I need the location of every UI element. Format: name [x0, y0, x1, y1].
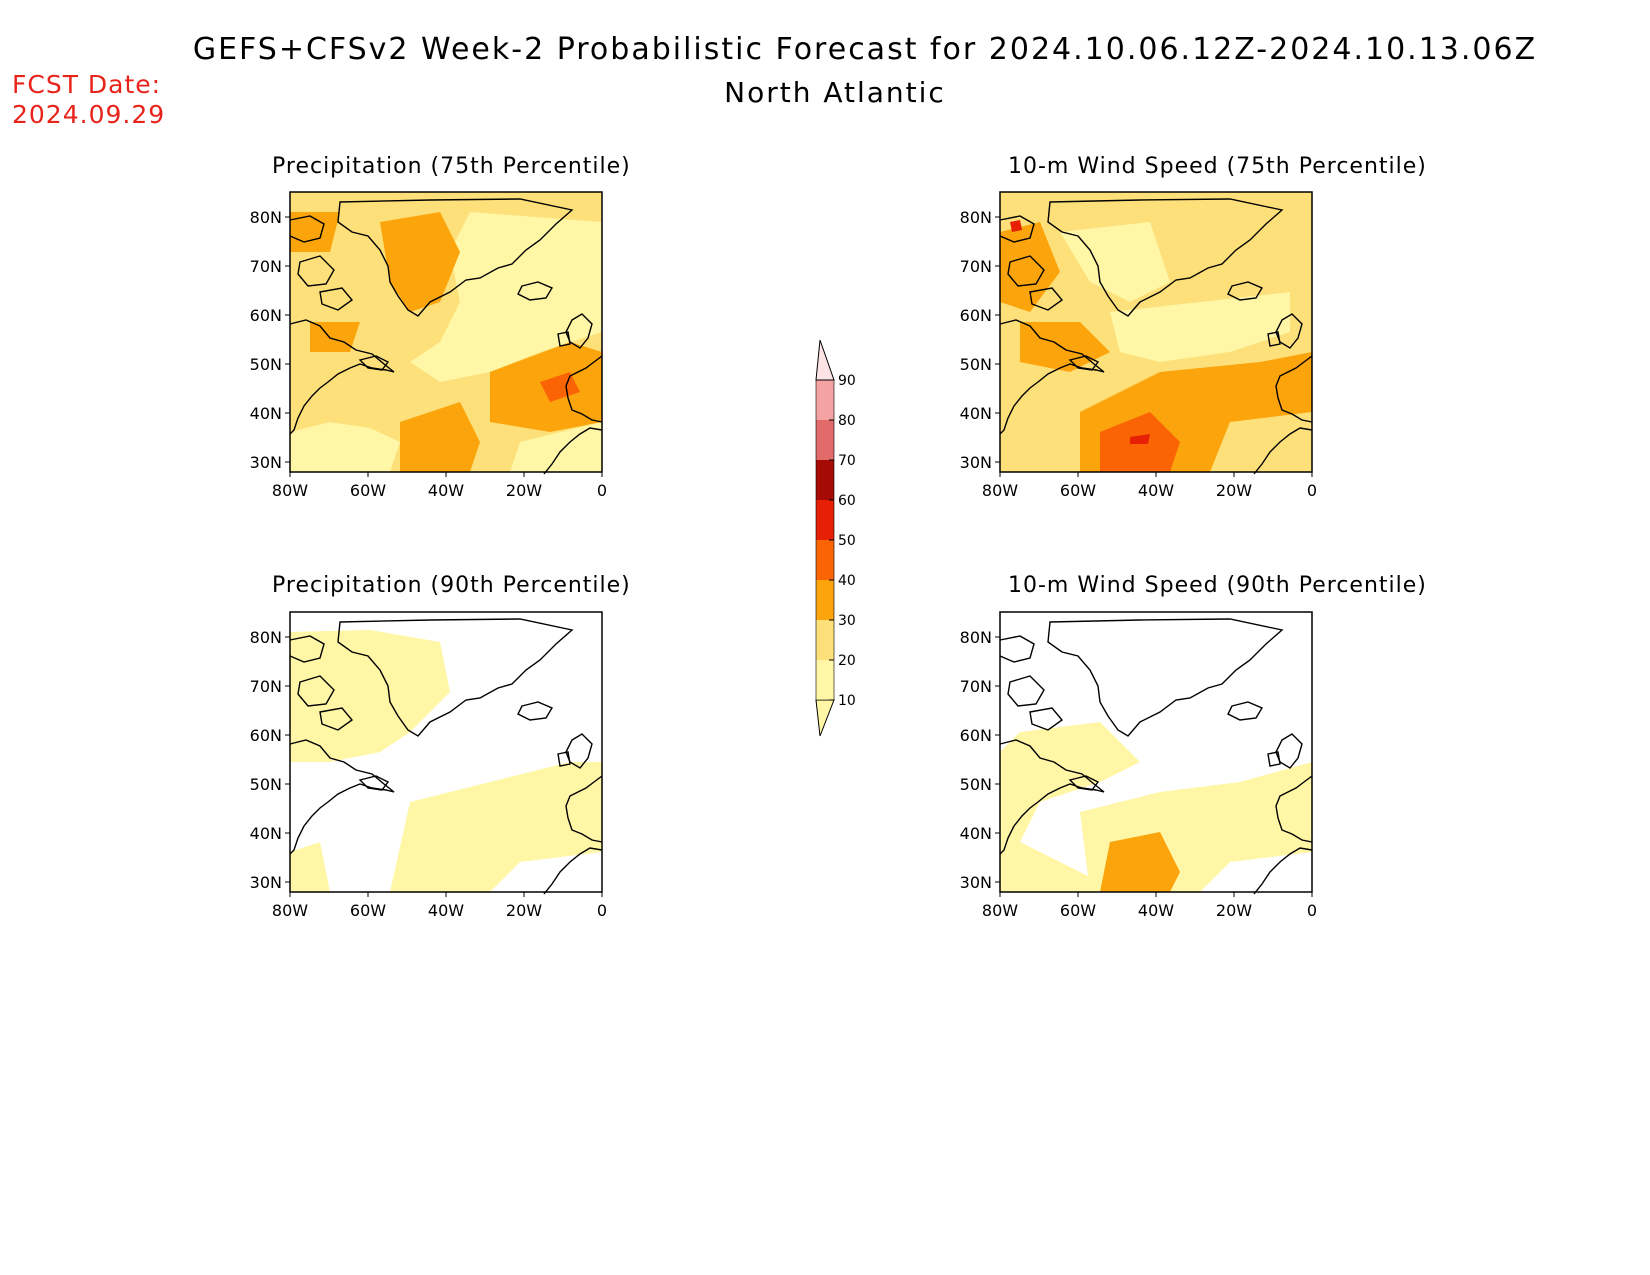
- lon-label: 0: [1307, 901, 1317, 920]
- lon-label: 20W: [1216, 481, 1252, 500]
- panel-title-precip-90: Precipitation (90th Percentile): [272, 573, 631, 598]
- colorbar-label: 60: [838, 493, 856, 509]
- lon-label: 80W: [272, 481, 308, 500]
- lon-label: 40W: [428, 481, 464, 500]
- lon-label: 60W: [1060, 481, 1096, 500]
- lat-label: 30N: [250, 453, 282, 472]
- lat-label: 30N: [250, 873, 282, 892]
- lon-label: 0: [597, 481, 607, 500]
- axes-wind-75: 80N 70N 60N 50N 40N 30N 80W 60W 40W 20W 0: [960, 208, 1317, 500]
- lat-label: 80N: [960, 208, 992, 227]
- lat-label: 50N: [960, 775, 992, 794]
- panel-title-wind-75: 10-m Wind Speed (75th Percentile): [1008, 154, 1427, 179]
- lat-label: 50N: [250, 355, 282, 374]
- lon-label: 60W: [1060, 901, 1096, 920]
- lon-label: 40W: [1138, 481, 1174, 500]
- lon-label: 0: [1307, 481, 1317, 500]
- axes-precip-75: 80N 70N 60N 50N 40N 30N 80W 60W 40W 20W 0: [250, 208, 607, 500]
- lat-label: 80N: [250, 208, 282, 227]
- colorbar-label: 80: [838, 413, 856, 429]
- lon-label: 20W: [506, 481, 542, 500]
- colorbar-swatch: [816, 660, 834, 700]
- colorbar-swatch: [816, 580, 834, 620]
- map-wind-75: 80N 70N 60N 50N 40N 30N 80W 60W 40W 20W 0: [960, 191, 1317, 500]
- main-title: GEFS+CFSv2 Week-2 Probabilistic Forecast…: [192, 32, 1538, 67]
- lat-label: 50N: [960, 355, 992, 374]
- colorbar-swatch: [816, 420, 834, 460]
- colorbar-tip-bottom: [815, 699, 835, 737]
- map-wind-90: 80N 70N 60N 50N 40N 30N 80W 60W 40W 20W 0: [960, 611, 1317, 920]
- lat-label: 80N: [960, 628, 992, 647]
- lat-label: 30N: [960, 873, 992, 892]
- lat-label: 70N: [250, 677, 282, 696]
- panel-title-precip-75: Precipitation (75th Percentile): [272, 154, 631, 179]
- lat-label: 60N: [250, 726, 282, 745]
- lon-label: 20W: [1216, 901, 1252, 920]
- lon-label: 60W: [350, 481, 386, 500]
- lon-label: 40W: [1138, 901, 1174, 920]
- lon-label: 80W: [272, 901, 308, 920]
- lon-label: 40W: [428, 901, 464, 920]
- colorbar-label: 90: [838, 373, 856, 389]
- map-precip-75: 80N 70N 60N 50N 40N 30N 80W 60W 40W 20W 0: [250, 191, 607, 500]
- forecast-date-label: FCST Date:: [12, 70, 162, 99]
- colorbar-label: 50: [838, 533, 856, 549]
- colorbar-swatch: [816, 460, 834, 500]
- lat-label: 40N: [960, 824, 992, 843]
- colorbar-label: 10: [838, 693, 856, 709]
- lat-label: 40N: [250, 404, 282, 423]
- panel-title-wind-90: 10-m Wind Speed (90th Percentile): [1008, 573, 1427, 598]
- lat-label: 70N: [960, 677, 992, 696]
- lon-label: 0: [597, 901, 607, 920]
- colorbar-label: 40: [838, 573, 856, 589]
- lat-label: 70N: [250, 257, 282, 276]
- axes-precip-90: 80N 70N 60N 50N 40N 30N 80W 60W 40W 20W 0: [250, 628, 607, 920]
- colorbar-swatch: [816, 540, 834, 580]
- colorbar-label: 70: [838, 453, 856, 469]
- colorbar: 10 20 30 40 50 60 70 80 90: [815, 339, 856, 737]
- colorbar-swatch: [816, 620, 834, 660]
- lon-label: 20W: [506, 901, 542, 920]
- lat-label: 40N: [250, 824, 282, 843]
- lat-label: 60N: [250, 306, 282, 325]
- region-title: North Atlantic: [724, 76, 946, 109]
- colorbar-swatch: [816, 380, 834, 420]
- colorbar-tip-top: [815, 339, 835, 381]
- lon-label: 80W: [982, 481, 1018, 500]
- map-precip-90: 80N 70N 60N 50N 40N 30N 80W 60W 40W 20W 0: [250, 611, 607, 920]
- lat-label: 40N: [960, 404, 992, 423]
- axes-wind-90: 80N 70N 60N 50N 40N 30N 80W 60W 40W 20W 0: [960, 628, 1317, 920]
- forecast-date-value: 2024.09.29: [12, 100, 166, 129]
- lat-label: 50N: [250, 775, 282, 794]
- lat-label: 70N: [960, 257, 992, 276]
- lat-label: 30N: [960, 453, 992, 472]
- lon-label: 60W: [350, 901, 386, 920]
- lat-label: 80N: [250, 628, 282, 647]
- lon-label: 80W: [982, 901, 1018, 920]
- lat-label: 60N: [960, 306, 992, 325]
- colorbar-label: 20: [838, 653, 856, 669]
- colorbar-swatch: [816, 500, 834, 540]
- colorbar-label: 30: [838, 613, 856, 629]
- lat-label: 60N: [960, 726, 992, 745]
- forecast-date: FCST Date: 2024.09.29: [12, 70, 165, 130]
